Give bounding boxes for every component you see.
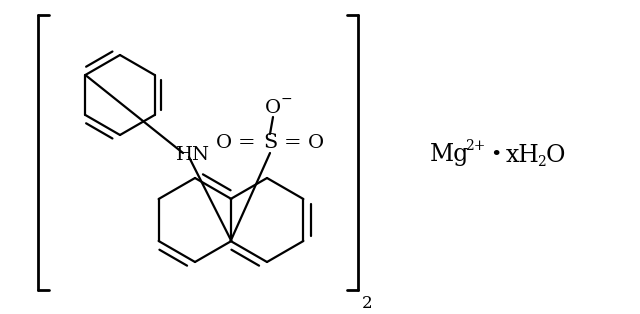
Text: HN: HN [176, 146, 210, 164]
Text: S: S [263, 133, 277, 153]
Text: 2: 2 [537, 155, 546, 169]
Text: •: • [490, 146, 501, 164]
Text: −: − [280, 92, 292, 106]
Text: O: O [308, 134, 324, 152]
Text: O: O [265, 99, 281, 117]
Text: 2: 2 [362, 295, 372, 312]
Text: 2+: 2+ [465, 139, 485, 153]
Text: xH: xH [506, 143, 540, 166]
Text: =: = [284, 133, 302, 153]
Text: =: = [238, 133, 256, 153]
Text: O: O [546, 143, 566, 166]
Text: O: O [216, 134, 232, 152]
Text: Mg: Mg [430, 143, 469, 166]
